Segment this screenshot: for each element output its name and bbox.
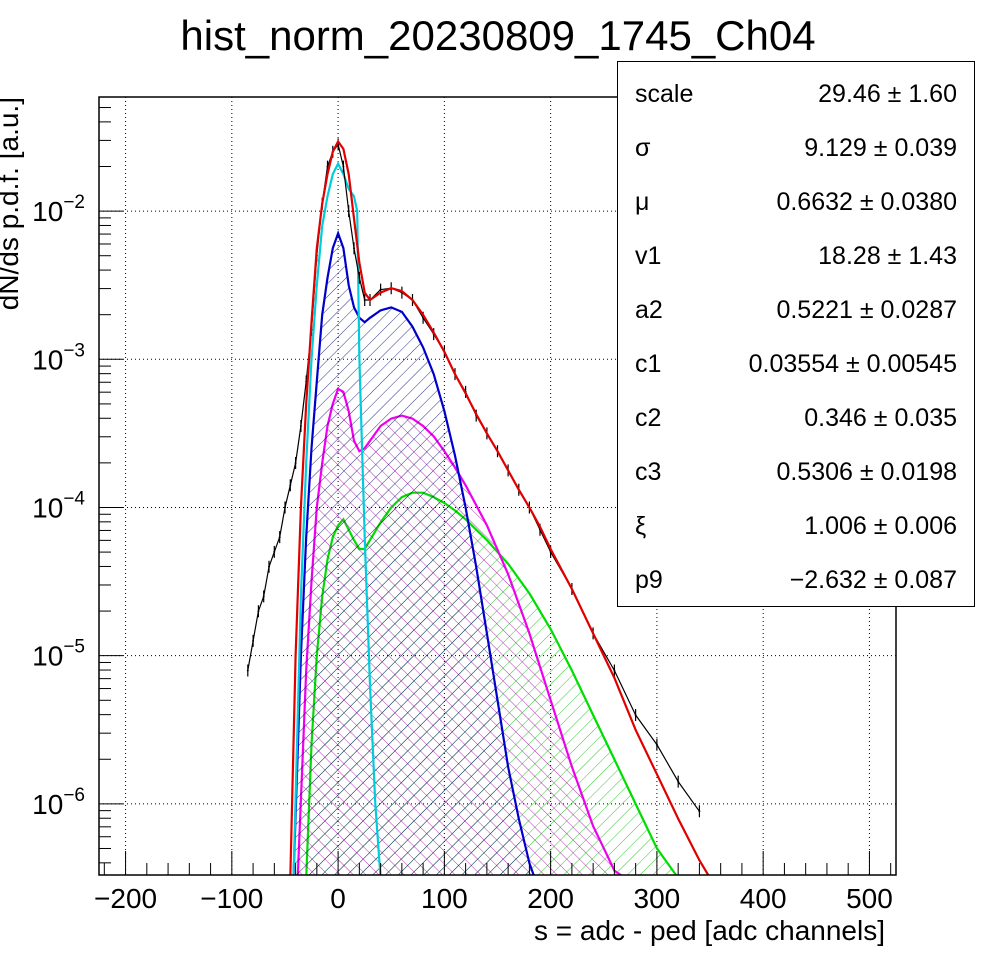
stat-row: p9 −2.632 ± 0.087	[618, 552, 974, 606]
stat-row: c3 0.5306 ± 0.0198	[618, 444, 974, 498]
blue-component-fill	[293, 233, 535, 875]
data-point	[262, 595, 265, 598]
fit-stats-box: scale 29.46 ± 1.60 σ 9.129 ± 0.039 μ 0.6632 ±…	[617, 61, 975, 607]
data-point	[252, 639, 255, 642]
data-point	[257, 610, 260, 613]
stat-name: a2	[635, 296, 663, 324]
stat-name: c3	[635, 458, 662, 486]
stat-row: μ 0.6632 ± 0.0380	[618, 174, 974, 228]
data-point	[358, 276, 361, 279]
chart-title: hist_norm_20230809_1745_Ch04	[180, 12, 815, 59]
stat-row: scale 29.46 ± 1.60	[618, 66, 974, 120]
data-point	[299, 425, 302, 427]
stat-name: μ	[635, 188, 650, 216]
stat-row: c2 0.346 ± 0.035	[618, 390, 974, 444]
data-point	[634, 714, 637, 716]
stat-value: 0.346 ± 0.035	[804, 404, 957, 432]
data-point	[613, 669, 616, 672]
data-point	[677, 780, 680, 783]
stat-value: 0.5221 ± 0.0287	[776, 296, 957, 324]
x-tick-label: 200	[527, 883, 574, 914]
x-tick-label: 0	[330, 883, 346, 914]
stat-name: scale	[635, 80, 694, 108]
stat-name: ξ	[635, 512, 647, 540]
stat-value: 1.006 ± 0.006	[804, 512, 957, 540]
x-tick-label: 400	[740, 883, 787, 914]
data-point	[273, 550, 276, 553]
data-point	[278, 536, 281, 539]
x-axis: −200 −100 0 100 200 300 400 500	[94, 851, 893, 914]
data-point	[294, 462, 297, 464]
y-tick-label: 10−2	[32, 192, 85, 227]
data-point	[289, 484, 292, 487]
stat-row: σ 9.129 ± 0.039	[618, 120, 974, 174]
x-tick-label: 100	[421, 883, 468, 914]
series-layer	[246, 138, 710, 875]
stat-value: 29.46 ± 1.60	[818, 80, 957, 108]
stat-value: −2.632 ± 0.087	[789, 566, 957, 594]
x-tick-label: −200	[94, 883, 157, 914]
stat-name: c2	[635, 404, 662, 432]
stat-name: v1	[635, 242, 662, 270]
y-tick-label: 10−3	[32, 340, 85, 375]
cyan-component-line	[292, 161, 382, 875]
x-axis-title: s = adc - ped [adc channels]	[534, 915, 885, 946]
stat-row: ξ 1.006 ± 0.006	[618, 498, 974, 552]
data-point	[353, 247, 355, 250]
stat-value: 0.6632 ± 0.0380	[776, 188, 957, 216]
data-point	[246, 669, 249, 672]
blue-component-line	[292, 230, 535, 875]
data-point	[347, 210, 350, 213]
stat-value: 9.129 ± 0.039	[804, 134, 957, 162]
stat-name: c1	[635, 350, 662, 378]
stat-row: a2 0.5221 ± 0.0287	[618, 282, 974, 336]
x-tick-label: 500	[846, 883, 893, 914]
data-point	[655, 743, 658, 746]
y-tick-label: 10−4	[32, 488, 85, 523]
stat-row: v1 18.28 ± 1.43	[618, 228, 974, 282]
data-point	[284, 506, 286, 509]
stat-row: c1 0.03554 ± 0.00545	[618, 336, 974, 390]
data-point	[326, 165, 329, 168]
x-tick-label: 300	[634, 883, 681, 914]
stat-name: p9	[635, 566, 663, 594]
y-tick-label: 10−5	[32, 637, 85, 672]
total-fit-line	[289, 139, 710, 875]
y-axis-title: dN/ds p.d.f. [a.u.]	[0, 97, 24, 310]
data-point	[268, 565, 270, 568]
x-tick-label: −100	[200, 883, 263, 914]
stat-name: σ	[635, 134, 651, 162]
stat-value: 0.5306 ± 0.0198	[776, 458, 957, 486]
y-axis: 10−6 10−5 10−4 10−3 10−2	[32, 107, 123, 864]
data-point	[342, 165, 345, 168]
stat-value: 18.28 ± 1.43	[818, 242, 957, 270]
stat-value: 0.03554 ± 0.00545	[748, 350, 957, 378]
data-point	[363, 299, 366, 301]
y-tick-label: 10−6	[32, 785, 85, 820]
data-point	[698, 810, 701, 813]
data-point	[379, 288, 382, 291]
